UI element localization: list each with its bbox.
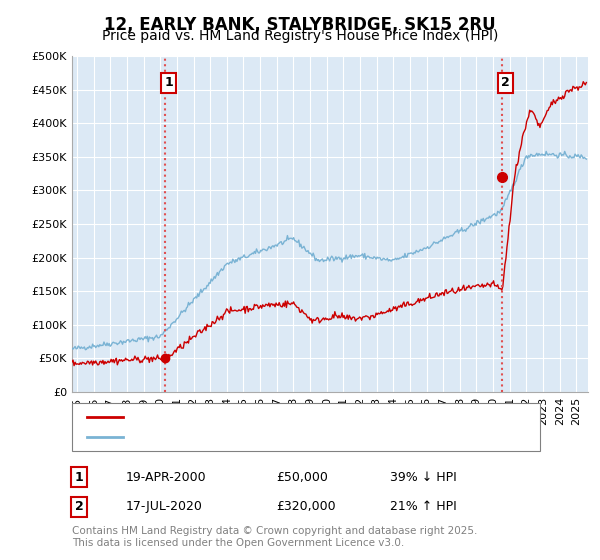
- Text: HPI: Average price, detached house, Tameside: HPI: Average price, detached house, Tame…: [129, 431, 420, 444]
- Text: 39% ↓ HPI: 39% ↓ HPI: [390, 470, 457, 484]
- Text: 19-APR-2000: 19-APR-2000: [126, 470, 206, 484]
- Text: 1: 1: [164, 76, 173, 90]
- Text: 12, EARLY BANK, STALYBRIDGE, SK15 2RU: 12, EARLY BANK, STALYBRIDGE, SK15 2RU: [104, 16, 496, 34]
- Text: £50,000: £50,000: [276, 470, 328, 484]
- Text: 2: 2: [75, 500, 83, 514]
- Text: 1: 1: [75, 470, 83, 484]
- Text: Contains HM Land Registry data © Crown copyright and database right 2025.
This d: Contains HM Land Registry data © Crown c…: [72, 526, 478, 548]
- Text: 21% ↑ HPI: 21% ↑ HPI: [390, 500, 457, 514]
- Text: 2: 2: [501, 76, 510, 90]
- Text: 12, EARLY BANK, STALYBRIDGE, SK15 2RU (detached house): 12, EARLY BANK, STALYBRIDGE, SK15 2RU (d…: [129, 410, 506, 423]
- Text: 17-JUL-2020: 17-JUL-2020: [126, 500, 203, 514]
- Text: £320,000: £320,000: [276, 500, 335, 514]
- Text: Price paid vs. HM Land Registry's House Price Index (HPI): Price paid vs. HM Land Registry's House …: [102, 29, 498, 43]
